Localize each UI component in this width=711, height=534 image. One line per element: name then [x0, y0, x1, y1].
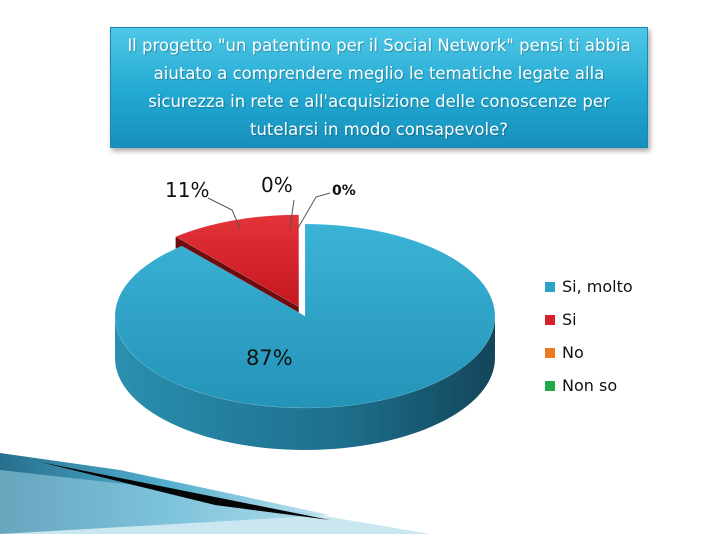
legend-swatch-non-so: [545, 380, 555, 391]
legend-item-si: Si: [545, 303, 633, 336]
pie-slice-si: [175, 214, 300, 308]
chart-legend: Si, molto Si No Non so: [545, 270, 633, 402]
leader-line-non-so: [297, 192, 331, 229]
legend-swatch-si: [545, 314, 555, 325]
leader-line-si: [207, 197, 241, 229]
pie-slices-group: [114, 214, 496, 450]
legend-label: Non so: [562, 376, 618, 395]
decorative-swoosh: [0, 453, 430, 534]
legend-swatch-no: [545, 347, 555, 358]
leader-line-no: [289, 199, 295, 229]
legend-label: Si, molto: [562, 277, 633, 296]
data-label-non-so: 0%: [332, 183, 356, 199]
chart-title: Il progetto "un patentino per il Social …: [127, 35, 631, 139]
legend-item-si-molto: Si, molto: [545, 270, 633, 303]
legend-label: No: [562, 343, 584, 362]
chart-title-box: Il progetto "un patentino per il Social …: [110, 27, 648, 148]
data-label-no: 0%: [261, 173, 293, 197]
leader-lines-group: [207, 192, 331, 229]
pie-slice-si-molto: [114, 223, 496, 409]
legend-item-no: No: [545, 336, 633, 369]
data-label-si: 11%: [165, 178, 210, 202]
legend-item-non-so: Non so: [545, 369, 633, 402]
legend-swatch-si-molto: [545, 281, 555, 292]
legend-label: Si: [562, 310, 577, 329]
pie-side-si-molto: [115, 316, 495, 450]
data-label-si-molto: 87%: [246, 346, 293, 370]
